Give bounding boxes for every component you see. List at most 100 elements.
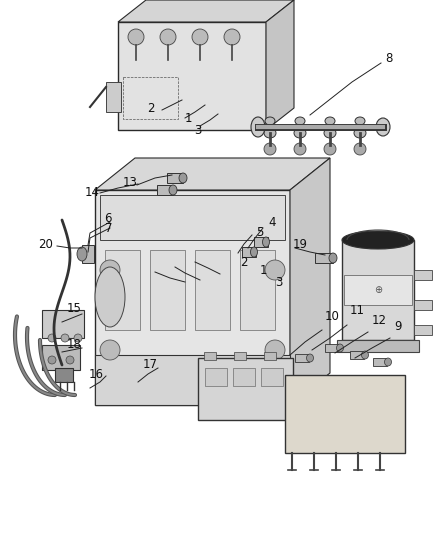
Bar bbox=[204, 352, 216, 360]
Ellipse shape bbox=[354, 128, 366, 138]
Text: 2: 2 bbox=[148, 101, 155, 115]
Text: 9: 9 bbox=[394, 319, 402, 333]
Bar bbox=[350, 351, 364, 359]
Circle shape bbox=[74, 334, 82, 342]
Bar bbox=[167, 173, 183, 183]
Ellipse shape bbox=[307, 354, 314, 362]
Bar bbox=[295, 354, 309, 362]
Text: 1: 1 bbox=[184, 111, 192, 125]
Circle shape bbox=[48, 356, 56, 364]
Circle shape bbox=[100, 340, 120, 360]
Bar bbox=[261, 368, 283, 386]
Ellipse shape bbox=[264, 128, 276, 138]
Bar bbox=[337, 340, 419, 352]
Circle shape bbox=[61, 334, 69, 342]
Text: 17: 17 bbox=[143, 359, 158, 372]
Text: 16: 16 bbox=[89, 368, 104, 382]
Ellipse shape bbox=[95, 267, 125, 327]
Bar bbox=[198, 358, 293, 420]
Bar bbox=[264, 352, 276, 360]
Text: 12: 12 bbox=[372, 313, 387, 327]
Circle shape bbox=[48, 334, 56, 342]
Circle shape bbox=[254, 209, 266, 221]
Circle shape bbox=[114, 209, 126, 221]
Text: 3: 3 bbox=[194, 124, 202, 136]
Circle shape bbox=[160, 29, 176, 45]
Circle shape bbox=[142, 209, 154, 221]
Bar bbox=[106, 82, 121, 112]
Circle shape bbox=[226, 209, 238, 221]
Ellipse shape bbox=[324, 128, 336, 138]
Circle shape bbox=[354, 143, 366, 155]
Circle shape bbox=[170, 209, 182, 221]
Bar bbox=[42, 310, 84, 338]
Polygon shape bbox=[95, 158, 330, 190]
Bar bbox=[242, 247, 256, 257]
Bar bbox=[414, 325, 432, 335]
Bar bbox=[118, 22, 266, 130]
Bar bbox=[55, 368, 73, 382]
Bar bbox=[373, 358, 387, 366]
Circle shape bbox=[324, 143, 336, 155]
Bar bbox=[414, 270, 432, 280]
Bar bbox=[234, 352, 246, 360]
Text: 18: 18 bbox=[67, 337, 82, 351]
Bar bbox=[150, 250, 185, 330]
Circle shape bbox=[265, 260, 285, 280]
Circle shape bbox=[224, 29, 240, 45]
Ellipse shape bbox=[342, 231, 414, 249]
Polygon shape bbox=[266, 0, 294, 130]
Bar bbox=[82, 245, 94, 263]
Circle shape bbox=[100, 260, 120, 280]
Circle shape bbox=[198, 209, 210, 221]
Text: 15: 15 bbox=[67, 302, 82, 314]
Text: 7: 7 bbox=[105, 222, 112, 235]
Text: 19: 19 bbox=[293, 238, 308, 252]
Bar bbox=[325, 344, 339, 352]
Bar bbox=[157, 185, 173, 195]
Ellipse shape bbox=[251, 117, 265, 137]
Text: ⊕: ⊕ bbox=[374, 285, 382, 295]
Text: 4: 4 bbox=[268, 215, 276, 229]
Text: 10: 10 bbox=[325, 310, 340, 322]
Bar bbox=[100, 195, 285, 240]
Bar bbox=[105, 250, 140, 330]
Text: 2: 2 bbox=[240, 255, 247, 269]
Bar bbox=[414, 300, 432, 310]
Circle shape bbox=[66, 356, 74, 364]
Ellipse shape bbox=[325, 117, 335, 125]
Circle shape bbox=[294, 143, 306, 155]
Ellipse shape bbox=[336, 344, 343, 352]
Bar bbox=[342, 240, 414, 340]
Text: 5: 5 bbox=[256, 227, 263, 239]
Text: 11: 11 bbox=[350, 303, 365, 317]
Text: 8: 8 bbox=[385, 52, 392, 64]
Ellipse shape bbox=[385, 358, 392, 366]
Bar bbox=[195, 250, 230, 330]
Bar bbox=[95, 355, 290, 405]
Ellipse shape bbox=[169, 185, 177, 195]
Bar bbox=[233, 368, 255, 386]
Polygon shape bbox=[118, 0, 294, 22]
Text: 13: 13 bbox=[123, 175, 138, 189]
Bar bbox=[315, 253, 333, 263]
Ellipse shape bbox=[329, 253, 337, 263]
Bar bbox=[254, 237, 268, 247]
Circle shape bbox=[128, 29, 144, 45]
Bar bbox=[344, 275, 412, 305]
Text: 3: 3 bbox=[275, 276, 283, 288]
Bar bbox=[123, 77, 178, 119]
Polygon shape bbox=[290, 158, 330, 405]
Bar bbox=[205, 368, 227, 386]
Circle shape bbox=[192, 29, 208, 45]
Ellipse shape bbox=[361, 351, 368, 359]
Text: 6: 6 bbox=[105, 212, 112, 224]
Circle shape bbox=[265, 340, 285, 360]
Bar bbox=[240, 250, 275, 330]
Ellipse shape bbox=[179, 173, 187, 183]
Ellipse shape bbox=[251, 247, 258, 257]
Text: 20: 20 bbox=[38, 238, 53, 251]
Ellipse shape bbox=[376, 118, 390, 136]
Text: 1: 1 bbox=[260, 263, 268, 277]
Ellipse shape bbox=[262, 237, 269, 247]
